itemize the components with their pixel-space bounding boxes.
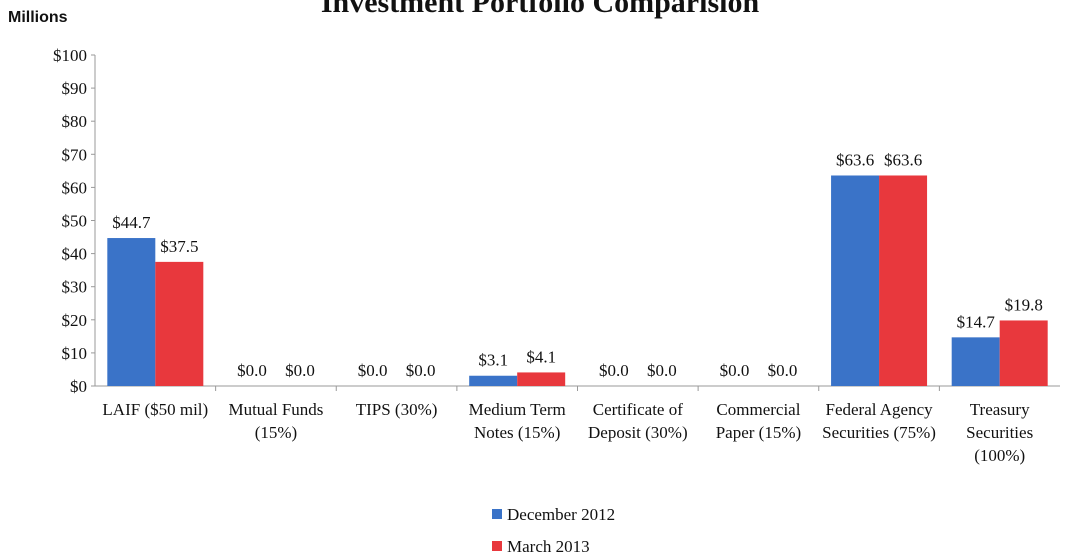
y-tick-label: $40 xyxy=(62,245,88,264)
y-tick-label: $80 xyxy=(62,112,88,131)
data-label: $0.0 xyxy=(285,361,315,380)
y-tick-label: $90 xyxy=(62,79,88,98)
bar xyxy=(879,175,928,386)
bar xyxy=(107,238,156,386)
chart-title: Investment Portfolio Comparision xyxy=(321,0,760,19)
y-tick-label: $0 xyxy=(70,377,87,396)
x-tick-label: Treasury Securities (100%) xyxy=(966,400,1034,465)
data-label: $0.0 xyxy=(406,361,436,380)
data-label: $0.0 xyxy=(599,361,629,380)
data-label: $0.0 xyxy=(768,361,798,380)
y-axis-label: Millions xyxy=(8,9,68,26)
y-tick-label: $30 xyxy=(62,278,88,297)
bar xyxy=(831,175,880,386)
data-label: $0.0 xyxy=(720,361,750,380)
bar xyxy=(999,320,1048,386)
y-tick-label: $100 xyxy=(53,46,87,65)
y-tick-label: $60 xyxy=(62,178,88,197)
y-tick-label: $50 xyxy=(62,212,88,231)
data-label: $0.0 xyxy=(237,361,267,380)
y-tick-label: $10 xyxy=(62,344,88,363)
data-label: $0.0 xyxy=(358,361,388,380)
data-label: $4.1 xyxy=(526,347,556,366)
bar xyxy=(155,261,204,386)
data-label: $63.6 xyxy=(836,150,874,169)
data-label: $44.7 xyxy=(112,213,151,232)
x-tick-label: Certificate of Deposit (30%) xyxy=(588,400,688,442)
y-tick-label: $70 xyxy=(62,145,88,164)
data-label: $0.0 xyxy=(647,361,677,380)
x-tick-label: Medium Term Notes (15%) xyxy=(468,400,566,442)
legend-label: December 2012 xyxy=(507,505,615,524)
data-label: $3.1 xyxy=(478,351,508,370)
data-label: $14.7 xyxy=(957,312,996,331)
bar xyxy=(469,375,518,386)
data-label: $37.5 xyxy=(160,237,198,256)
data-label: $63.6 xyxy=(884,150,922,169)
x-tick-label: LAIF ($50 mil) xyxy=(102,400,209,419)
y-tick-label: $20 xyxy=(62,311,88,330)
x-tick-label: TIPS (30%) xyxy=(355,400,438,419)
bar xyxy=(517,372,566,386)
legend-swatch xyxy=(492,541,502,551)
x-tick-label: Commercial Paper (15%) xyxy=(715,400,802,442)
x-tick-label: Mutual Funds (15%) xyxy=(228,400,324,442)
data-label: $19.8 xyxy=(1005,295,1043,314)
legend-label: March 2013 xyxy=(507,537,590,556)
x-tick-label: Federal Agency Securities (75%) xyxy=(822,400,936,442)
bar xyxy=(951,337,1000,386)
legend-swatch xyxy=(492,509,502,519)
